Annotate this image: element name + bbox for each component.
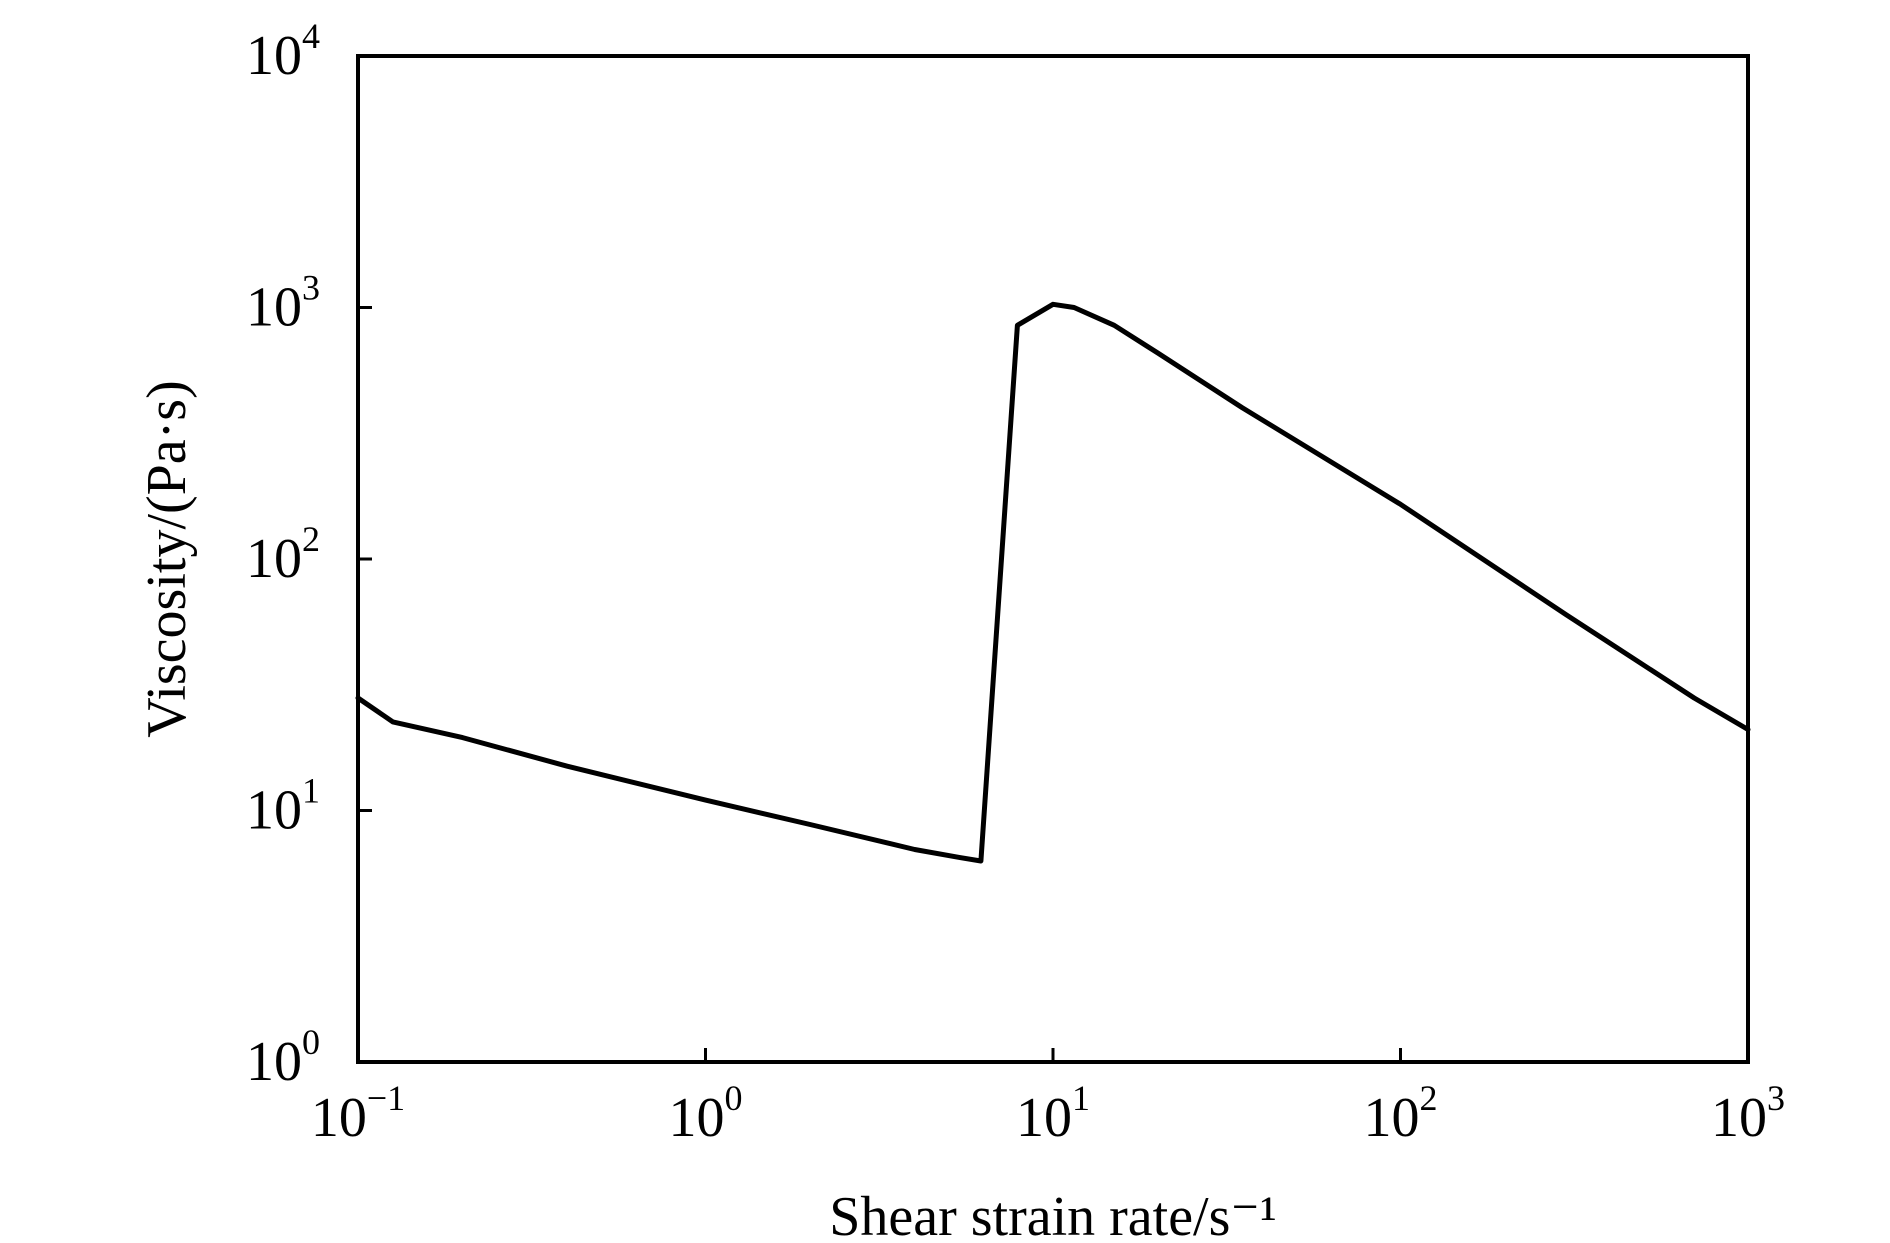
- x-tick-label: 10−1: [311, 1078, 405, 1149]
- x-tick-label: 103: [1711, 1078, 1785, 1149]
- x-tick-label: 101: [1016, 1078, 1090, 1149]
- x-axis-title: Shear strain rate/s⁻¹: [829, 1186, 1277, 1243]
- y-tick-label: 100: [246, 1022, 320, 1093]
- y-axis-ticks: 100 101 102 103 104: [246, 16, 372, 1093]
- y-tick-label: 102: [246, 519, 320, 590]
- y-tick-label: 104: [246, 16, 320, 87]
- x-axis-ticks: 10−1 100 101 102 103: [311, 1048, 1785, 1149]
- y-tick-label: 101: [246, 771, 320, 842]
- x-tick-label: 100: [669, 1078, 743, 1149]
- plot-frame: [356, 54, 1750, 1064]
- y-tick-label: 103: [246, 268, 320, 339]
- viscosity-curve: [355, 301, 1751, 864]
- x-tick-label: 102: [1364, 1078, 1438, 1149]
- y-axis-title: Viscosity/(Pa·s): [136, 380, 198, 738]
